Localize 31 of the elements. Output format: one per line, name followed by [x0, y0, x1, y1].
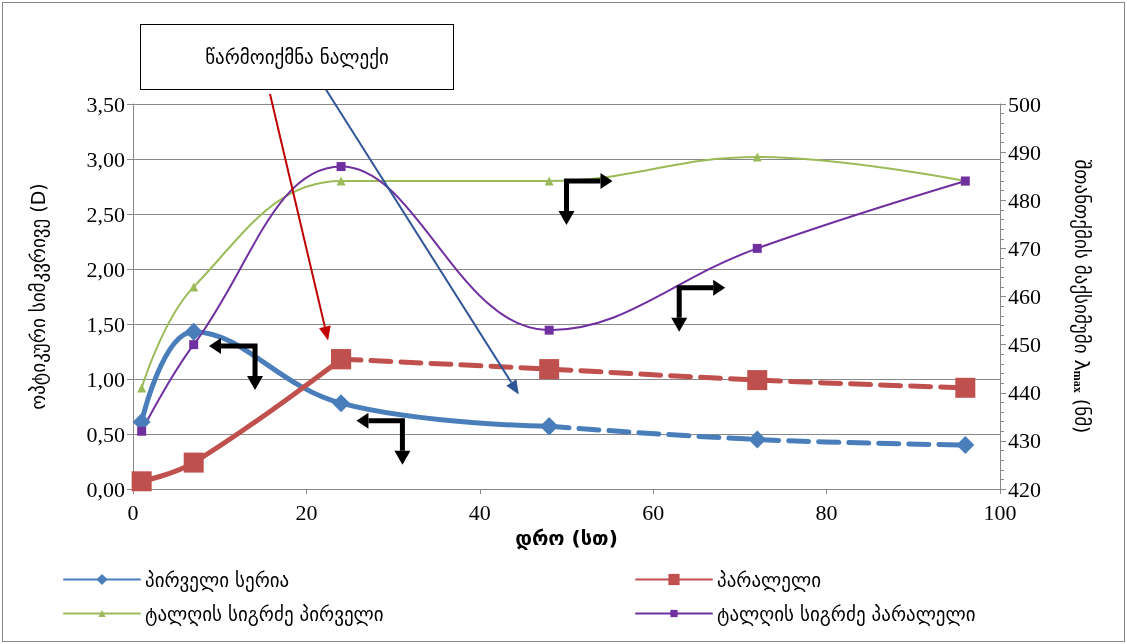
y-tick-label: 2,50: [86, 201, 125, 227]
x-tick-label: 20: [295, 499, 318, 525]
y2-tick-label: 450: [1008, 332, 1041, 358]
y2-tick-label: 440: [1008, 380, 1041, 406]
y2-tick-label: 460: [1008, 284, 1041, 309]
x-tick-label: 80: [815, 499, 838, 525]
y-axis-title: ოპტიკური სიმკვრივე (D): [26, 183, 50, 410]
y-tick-label: 0,00: [86, 476, 125, 502]
y-tick-label: 3,50: [86, 91, 125, 117]
legend-label: ტალღის სიგრძე პარალელი: [717, 602, 976, 626]
x-tick-label: 100: [983, 499, 1017, 525]
y2-tick-label: 490: [1008, 139, 1041, 165]
y2-tick-label: 420: [1008, 476, 1041, 502]
y2-tick-label: 430: [1008, 428, 1041, 454]
y-tick-label: 2,00: [86, 256, 125, 282]
y-tick-label: 3,00: [86, 146, 125, 172]
x-axis-title: დრო (სთ): [515, 525, 618, 550]
legend-label: ტალღის სიგრძე პირველი: [145, 602, 384, 626]
x-tick-label: 0: [127, 499, 139, 525]
legend-label: პირველი სერია: [145, 568, 290, 592]
text: წარმოიქმნა ნალექი: [140, 24, 454, 90]
y-tick-label: 0,50: [86, 421, 125, 447]
y-tick-label: 1,00: [86, 366, 125, 392]
y2-tick-label: 470: [1008, 235, 1041, 261]
legend-label: პარალელი: [717, 568, 821, 592]
y2-axis-title: შთანთქმის მაქსიმუმი λmax (ნმ): [1069, 159, 1093, 434]
x-tick-label: 60: [642, 499, 665, 525]
y-tick-label: 1,50: [86, 311, 125, 337]
y2-tick-label: 480: [1008, 187, 1041, 213]
y2-tick-label: 500: [1008, 91, 1041, 117]
x-tick-label: 40: [468, 499, 491, 525]
